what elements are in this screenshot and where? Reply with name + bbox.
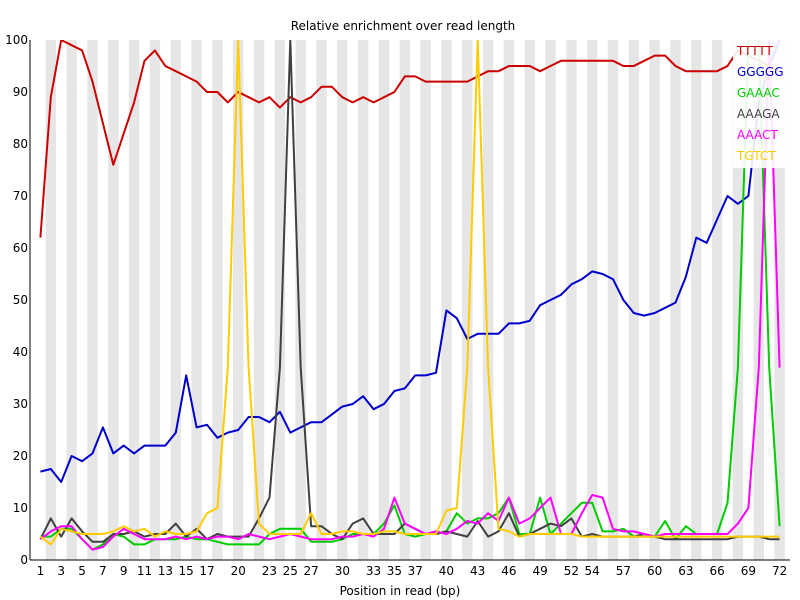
grid-band (45, 40, 57, 560)
legend-box (733, 38, 790, 168)
x-tick-label: 25 (283, 564, 298, 578)
y-tick-label: 0 (20, 553, 28, 567)
x-axis-label: Position in read (bp) (340, 584, 461, 598)
grid-band (191, 40, 202, 560)
grid-bands (45, 40, 785, 560)
chart-title: Relative enrichment over read length (291, 19, 516, 33)
grid-band (87, 40, 98, 560)
x-tick-label: 33 (366, 564, 381, 578)
grid-band (274, 40, 286, 560)
y-tick-label: 100 (5, 33, 28, 47)
legend-entry: AAAGA (737, 107, 780, 121)
x-tick-label: 9 (120, 564, 128, 578)
x-tick-label: 5 (78, 564, 86, 578)
grid-band (337, 40, 348, 560)
y-tick-label: 20 (13, 449, 28, 463)
legend-entry: GAAAC (737, 86, 780, 100)
x-tick-label: 43 (470, 564, 485, 578)
legend: TTTTT GGGGG GAAAC AAAGA AAACT TGTCT (733, 38, 790, 168)
y-tick-label: 40 (13, 345, 28, 359)
grid-band (649, 40, 660, 560)
series-line-ggggg (40, 40, 781, 483)
x-tick-label: 15 (179, 564, 194, 578)
x-tick-label: 63 (678, 564, 693, 578)
x-tick-label: 72 (772, 564, 787, 578)
x-tick-label: 66 (709, 564, 724, 578)
grid-band (253, 40, 265, 560)
grid-band (732, 40, 744, 560)
grid-band (482, 40, 494, 560)
legend-entry: AAACT (737, 128, 778, 142)
grid-band (711, 40, 723, 560)
grid-band (66, 40, 77, 560)
grid-band (441, 40, 452, 560)
y-tick-label: 70 (13, 189, 28, 203)
grid-band (170, 40, 181, 560)
y-tick-label: 10 (13, 501, 28, 515)
series-lines (39, 40, 781, 551)
grid-band (357, 40, 369, 560)
grid-band (378, 40, 390, 560)
x-tick-label: 1 (37, 564, 45, 578)
x-tick-label: 54 (585, 564, 600, 578)
grid-band (586, 40, 598, 560)
x-tick-label: 30 (335, 564, 350, 578)
legend-entry: GGGGG (737, 65, 784, 79)
y-tick-label: 90 (13, 85, 28, 99)
x-tick-label: 49 (532, 564, 547, 578)
x-tick-label: 60 (647, 564, 662, 578)
grid-band (607, 40, 619, 560)
grid-band (128, 40, 140, 560)
grid-band (399, 40, 410, 560)
x-tick-label: 7 (99, 564, 107, 578)
grid-band (212, 40, 223, 560)
series-line-tgtct (39, 40, 780, 546)
x-tick-label: 20 (231, 564, 246, 578)
x-tick-labels: 1 3 5 7 9 11 13 15 17 20 23 25 27 30 33 35 37 40 43 46 49 52 5… (37, 564, 788, 578)
x-tick-label: 23 (262, 564, 277, 578)
grid-band (566, 40, 577, 560)
grid-band (316, 40, 327, 560)
y-tick-label: 60 (13, 241, 28, 255)
grid-band (420, 40, 431, 560)
x-tick-label: 52 (564, 564, 579, 578)
axes (29, 40, 790, 561)
grid-band (149, 40, 161, 560)
x-tick-label: 35 (387, 564, 402, 578)
x-tick-label: 40 (439, 564, 454, 578)
x-tick-label: 3 (57, 564, 65, 578)
x-tick-label: 46 (501, 564, 516, 578)
grid-band (503, 40, 515, 560)
x-tick-label: 11 (137, 564, 152, 578)
x-tick-label: 13 (158, 564, 173, 578)
x-tick-label: 57 (616, 564, 631, 578)
x-tick-label: 27 (303, 564, 318, 578)
grid-band (108, 40, 119, 560)
x-tick-label: 69 (741, 564, 756, 578)
grid-band (628, 40, 640, 560)
y-tick-labels: 0 10 20 30 40 50 60 70 80 90 100 (5, 33, 28, 567)
grid-band (462, 40, 473, 560)
grid-band (295, 40, 306, 560)
y-tick-label: 80 (13, 137, 28, 151)
grid-band (233, 40, 244, 560)
grid-band (774, 40, 785, 560)
y-tick-label: 30 (13, 397, 28, 411)
x-tick-label: 17 (199, 564, 214, 578)
x-tick-label: 37 (408, 564, 423, 578)
series-line-ttttt (39, 40, 781, 238)
legend-entry: TGTCT (736, 149, 776, 163)
grid-band (524, 40, 535, 560)
y-tick-label: 50 (13, 293, 28, 307)
grid-band (753, 40, 764, 560)
grid-band (691, 40, 702, 560)
legend-entry: TTTTT (736, 44, 773, 58)
